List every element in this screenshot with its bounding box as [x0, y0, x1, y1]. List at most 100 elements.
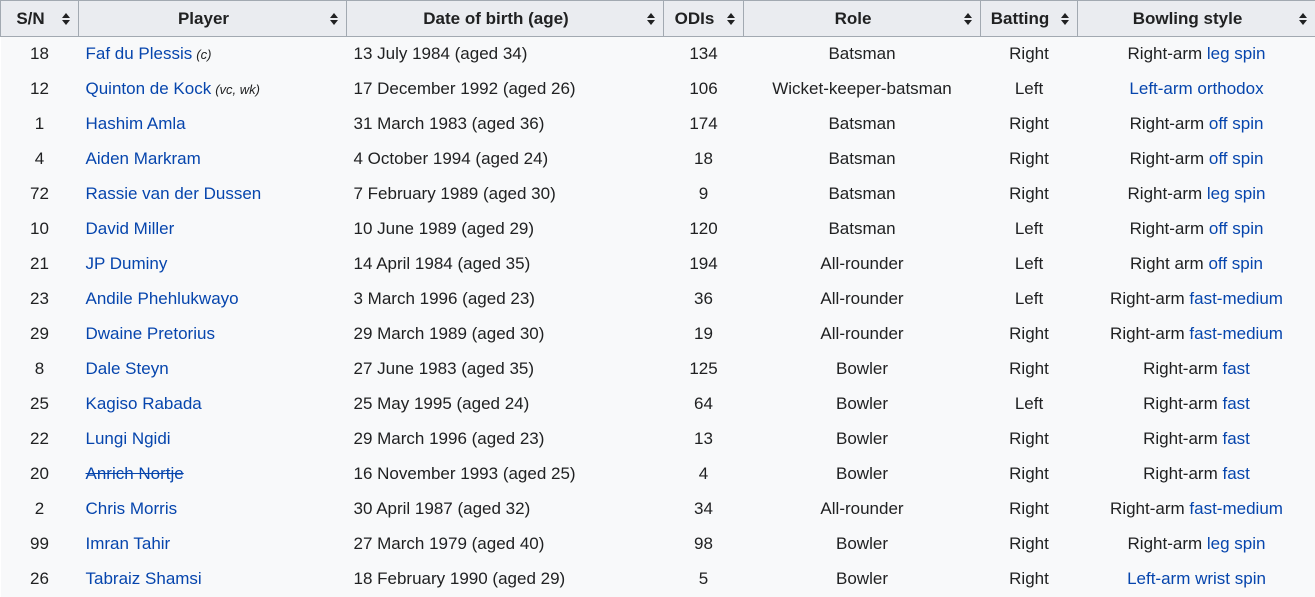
sort-icon[interactable]	[330, 13, 338, 25]
header-dob[interactable]: Date of birth (age)	[347, 1, 664, 37]
player-link[interactable]: Quinton de Kock	[86, 79, 212, 98]
header-bowling-style[interactable]: Bowling style	[1078, 1, 1315, 37]
bowling-style-link[interactable]: fast-medium	[1189, 499, 1283, 518]
player-cell: Anrich Nortje	[79, 457, 347, 492]
player-link[interactable]: Anrich Nortje	[86, 464, 184, 483]
player-link[interactable]: Lungi Ngidi	[86, 429, 171, 448]
odis-cell: 5	[664, 562, 744, 597]
bowling-style-cell: Right-arm off spin	[1078, 107, 1315, 142]
player-link[interactable]: Tabraiz Shamsi	[86, 569, 202, 588]
header-sn[interactable]: S/N	[1, 1, 79, 37]
bowling-style-link[interactable]: leg spin	[1207, 184, 1266, 203]
sn-cell: 1	[1, 107, 79, 142]
batting-cell: Left	[981, 212, 1078, 247]
dob-cell: 7 February 1989 (aged 30)	[347, 177, 664, 212]
sn-cell: 22	[1, 422, 79, 457]
player-link[interactable]: Dwaine Pretorius	[86, 324, 215, 343]
sn-cell: 10	[1, 212, 79, 247]
batting-cell: Left	[981, 282, 1078, 317]
header-role[interactable]: Role	[744, 1, 981, 37]
bowling-style-cell: Right-arm fast	[1078, 422, 1315, 457]
bowling-style-link[interactable]: off spin	[1208, 254, 1263, 273]
odis-cell: 125	[664, 352, 744, 387]
header-role-label: Role	[835, 9, 872, 28]
player-cell: Tabraiz Shamsi	[79, 562, 347, 597]
sort-icon[interactable]	[62, 13, 70, 25]
dob-cell: 25 May 1995 (aged 24)	[347, 387, 664, 422]
player-link[interactable]: Andile Phehlukwayo	[86, 289, 239, 308]
sort-icon[interactable]	[1299, 13, 1307, 25]
odis-cell: 174	[664, 107, 744, 142]
bowling-style-link[interactable]: fast	[1222, 429, 1249, 448]
bowling-style-link[interactable]: fast	[1222, 464, 1249, 483]
header-bowling-style-label: Bowling style	[1133, 9, 1243, 28]
sn-cell: 21	[1, 247, 79, 282]
bowling-style-link[interactable]: off spin	[1209, 219, 1264, 238]
role-cell: Batsman	[744, 107, 981, 142]
sort-icon[interactable]	[1061, 13, 1069, 25]
sort-icon[interactable]	[727, 13, 735, 25]
bowling-style-link[interactable]: fast-medium	[1189, 289, 1283, 308]
dob-cell: 27 June 1983 (aged 35)	[347, 352, 664, 387]
bowling-style-text: Right-arm	[1110, 289, 1189, 308]
role-cell: Bowler	[744, 387, 981, 422]
bowling-style-link[interactable]: fast	[1222, 359, 1249, 378]
player-link[interactable]: Chris Morris	[86, 499, 178, 518]
bowling-style-text: Right-arm	[1130, 114, 1209, 133]
bowling-style-link[interactable]: off spin	[1209, 114, 1264, 133]
batting-cell: Right	[981, 562, 1078, 597]
odis-cell: 134	[664, 37, 744, 72]
role-cell: Batsman	[744, 177, 981, 212]
sn-cell: 18	[1, 37, 79, 72]
header-player[interactable]: Player	[79, 1, 347, 37]
header-odis[interactable]: ODIs	[664, 1, 744, 37]
player-link[interactable]: Imran Tahir	[86, 534, 171, 553]
player-cell: Aiden Markram	[79, 142, 347, 177]
bowling-style-link[interactable]: leg spin	[1207, 44, 1266, 63]
player-link[interactable]: Dale Steyn	[86, 359, 169, 378]
batting-cell: Left	[981, 247, 1078, 282]
bowling-style-link[interactable]: Left-arm orthodox	[1129, 79, 1263, 98]
bowling-style-link[interactable]: fast	[1222, 394, 1249, 413]
dob-cell: 29 March 1996 (aged 23)	[347, 422, 664, 457]
dob-cell: 30 April 1987 (aged 32)	[347, 492, 664, 527]
bowling-style-link[interactable]: leg spin	[1207, 534, 1266, 553]
sort-icon[interactable]	[647, 13, 655, 25]
role-cell: Bowler	[744, 422, 981, 457]
sn-cell: 26	[1, 562, 79, 597]
batting-cell: Right	[981, 457, 1078, 492]
odis-cell: 64	[664, 387, 744, 422]
bowling-style-text: Right-arm	[1143, 429, 1222, 448]
odis-cell: 36	[664, 282, 744, 317]
header-batting[interactable]: Batting	[981, 1, 1078, 37]
odis-cell: 120	[664, 212, 744, 247]
player-link[interactable]: JP Duminy	[86, 254, 168, 273]
player-link[interactable]: Faf du Plessis	[86, 44, 193, 63]
player-link[interactable]: Aiden Markram	[86, 149, 201, 168]
bowling-style-link[interactable]: off spin	[1209, 149, 1264, 168]
sn-cell: 12	[1, 72, 79, 107]
bowling-style-link[interactable]: Left-arm wrist spin	[1127, 569, 1266, 588]
sort-icon[interactable]	[964, 13, 972, 25]
batting-cell: Right	[981, 177, 1078, 212]
batting-cell: Right	[981, 422, 1078, 457]
bowling-style-text: Right-arm	[1110, 499, 1189, 518]
player-link[interactable]: Hashim Amla	[86, 114, 186, 133]
role-cell: All-rounder	[744, 282, 981, 317]
player-link[interactable]: Rassie van der Dussen	[86, 184, 262, 203]
bowling-style-cell: Right arm off spin	[1078, 247, 1315, 282]
bowling-style-cell: Right-arm leg spin	[1078, 177, 1315, 212]
dob-cell: 16 November 1993 (aged 25)	[347, 457, 664, 492]
bowling-style-link[interactable]: fast-medium	[1189, 324, 1283, 343]
sn-cell: 4	[1, 142, 79, 177]
player-cell: Kagiso Rabada	[79, 387, 347, 422]
player-cell: Chris Morris	[79, 492, 347, 527]
bowling-style-cell: Right-arm fast-medium	[1078, 317, 1315, 352]
odis-cell: 4	[664, 457, 744, 492]
batting-cell: Right	[981, 352, 1078, 387]
player-link[interactable]: Kagiso Rabada	[86, 394, 202, 413]
player-link[interactable]: David Miller	[86, 219, 175, 238]
